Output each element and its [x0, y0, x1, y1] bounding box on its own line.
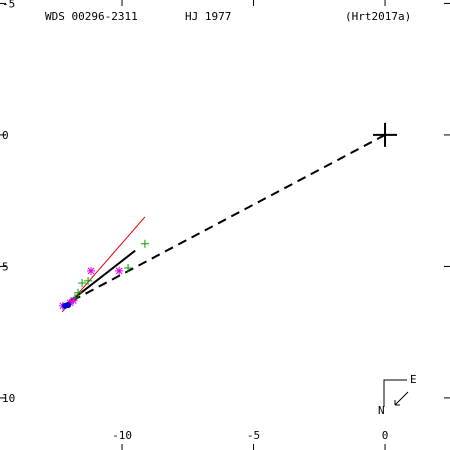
reference: (Hrt2017a)	[345, 10, 411, 23]
chart-title: WDS 00296-2311	[45, 10, 138, 23]
x-tick-label: -10	[112, 429, 132, 442]
point	[115, 266, 124, 275]
y-tick-label: 0	[2, 129, 9, 142]
point	[140, 239, 149, 248]
compass-arrow	[394, 391, 409, 406]
compass	[383, 379, 409, 407]
x-tick-label: -5	[247, 429, 260, 442]
point	[78, 278, 87, 287]
point	[74, 288, 83, 297]
point	[84, 276, 93, 285]
compass-east: E	[410, 373, 417, 386]
y-tick-label: -5	[2, 0, 15, 10]
primary-star	[373, 122, 398, 147]
line	[61, 216, 146, 313]
subtitle: HJ 1977	[185, 10, 231, 23]
compass-frame	[383, 379, 407, 407]
y-tick-label: 5	[2, 260, 9, 273]
compass-north: N	[378, 404, 385, 417]
point	[86, 266, 95, 275]
y-tick-label: 10	[2, 392, 15, 405]
point	[69, 296, 78, 305]
point	[124, 264, 133, 273]
point	[61, 302, 68, 309]
x-tick-label: 0	[382, 429, 389, 442]
